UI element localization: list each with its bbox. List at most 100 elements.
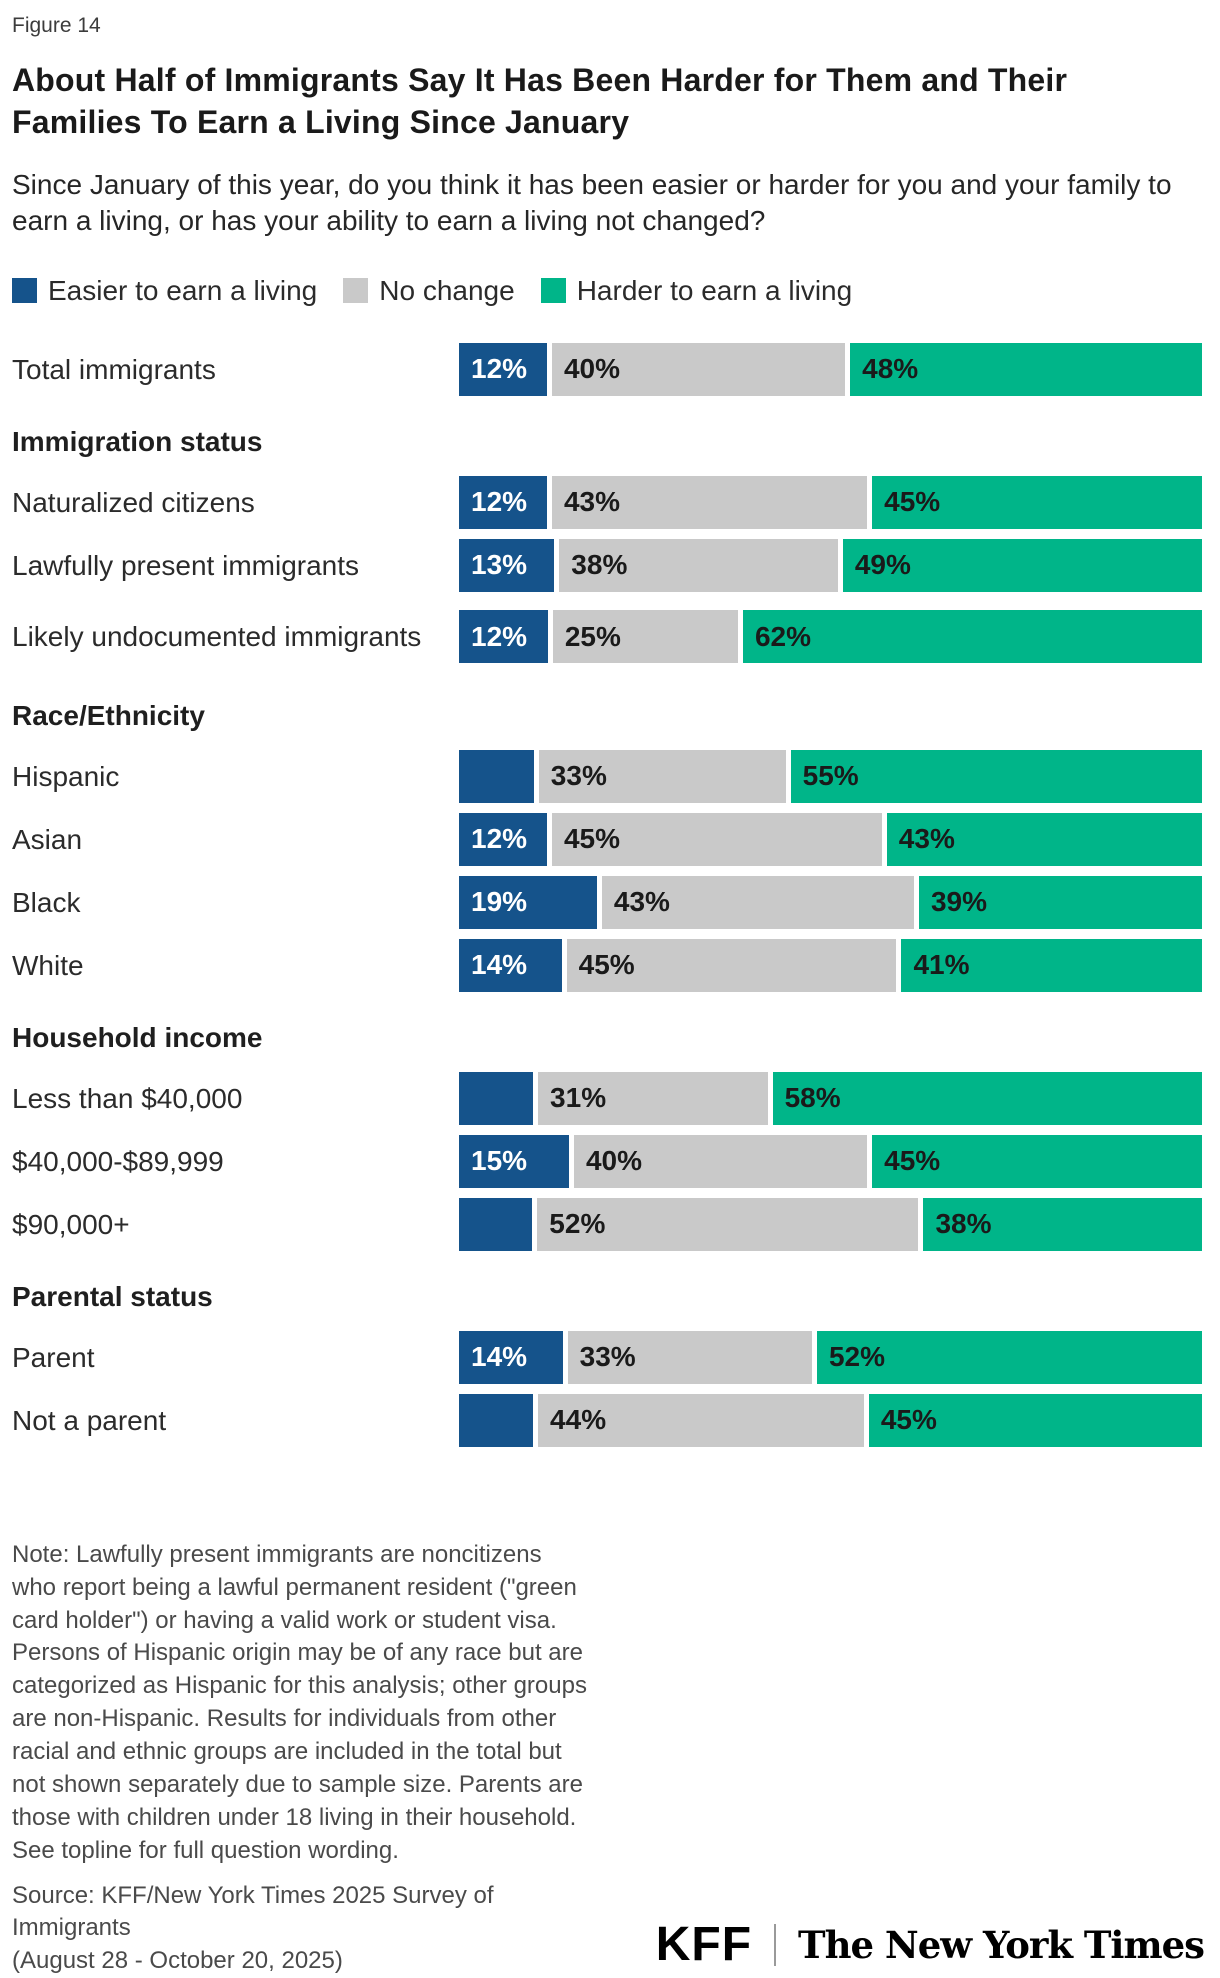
bar-segment-easier: 19% xyxy=(459,875,597,929)
bar-segment-no_change: 40% xyxy=(551,342,846,396)
bar-value-label: 45% xyxy=(880,1404,937,1436)
legend-swatch-harder xyxy=(540,278,566,304)
chart-row: White 14% 45% 41% xyxy=(12,938,1204,992)
row-label: $40,000-$89,999 xyxy=(12,1145,224,1177)
legend-item-harder: Harder to earn a living xyxy=(540,274,853,307)
legend-item-easier: Easier to earn a living xyxy=(12,275,317,307)
section-header: Race/Ethnicity xyxy=(12,699,205,731)
bar-segment-no_change: 38% xyxy=(559,538,838,592)
bar-segment-easier: 13% xyxy=(459,538,555,592)
bar-segment-no_change: 31% xyxy=(538,1071,768,1125)
legend-label: No change xyxy=(379,274,515,306)
chart-subtitle: Since January of this year, do you think… xyxy=(12,169,1172,237)
bar-value-label: 40% xyxy=(585,1145,642,1177)
bar-value-label: 58% xyxy=(784,1082,841,1114)
stacked-bar-chart: Total immigrants 12% 40% 48% Immigration sta… xyxy=(12,342,1204,1447)
bar-value-label: 38% xyxy=(571,549,628,581)
bar-value-label: 38% xyxy=(935,1208,992,1240)
row-label: Asian xyxy=(12,823,83,855)
bar-segment-no_change: 40% xyxy=(573,1134,868,1188)
chart-row: Hispanic 33% 55% xyxy=(12,749,1204,803)
bar-value-label: 49% xyxy=(854,549,911,581)
bar-value-label: 12% xyxy=(471,620,528,652)
bar-segment-no_change: 43% xyxy=(601,875,914,929)
source-line-1: Source: KFF/New York Times 2025 Survey o… xyxy=(12,1881,494,1942)
chart-row: Not a parent 44% 45% xyxy=(12,1393,1204,1447)
row-label: Lawfully present immigrants xyxy=(12,549,360,581)
bar-value-label: 43% xyxy=(898,823,955,855)
bar-value-label: 41% xyxy=(913,949,970,981)
bar-track: 12% 45% 43% xyxy=(459,812,1202,866)
chart-row: Likely undocumented immigrants 12% 25% 62% xyxy=(12,604,1204,670)
chart-row: Black 19% 43% 39% xyxy=(12,875,1204,929)
chart-title: About Half of Immigrants Say It Has Been… xyxy=(12,62,1068,140)
chart-row: Parent 14% 33% 52% xyxy=(12,1330,1204,1384)
bar-segment-harder: 62% xyxy=(742,610,1202,664)
logo-group: KFF The New York Times xyxy=(655,1917,1205,1978)
bar-segment-harder: 49% xyxy=(842,538,1203,592)
bar-segment-harder: 39% xyxy=(918,875,1202,929)
bar-track: 14% 45% 41% xyxy=(459,938,1202,992)
chart-row: $90,000+ 52% 38% xyxy=(12,1197,1204,1251)
bar-segment-easier xyxy=(459,1071,534,1125)
row-label: $90,000+ xyxy=(12,1208,130,1240)
bar-value-label: 48% xyxy=(862,353,919,385)
bar-value-label: 43% xyxy=(563,486,620,518)
kff-logo: KFF xyxy=(655,1918,753,1972)
row-label: Total immigrants xyxy=(12,353,216,385)
bar-value-label: 44% xyxy=(550,1404,607,1436)
bar-value-label: 14% xyxy=(471,949,528,981)
bar-value-label: 62% xyxy=(754,620,811,652)
bar-segment-easier: 12% xyxy=(459,812,547,866)
bar-track: 12% 25% 62% xyxy=(459,610,1202,664)
bar-segment-easier: 12% xyxy=(459,610,548,664)
bar-segment-easier xyxy=(459,1393,534,1447)
bar-value-label: 52% xyxy=(828,1341,886,1373)
row-label: Naturalized citizens xyxy=(12,486,255,518)
bar-segment-harder: 45% xyxy=(872,475,1202,529)
bar-track: 33% 55% xyxy=(459,749,1202,803)
legend-swatch-no-change xyxy=(343,278,369,304)
bar-segment-no_change: 33% xyxy=(538,749,786,803)
chart-row: Lawfully present immigrants 13% 38% 49% xyxy=(12,538,1204,592)
legend-label: Harder to earn a living xyxy=(576,274,853,306)
bar-segment-easier: 12% xyxy=(459,342,547,396)
legend-label: Easier to earn a living xyxy=(48,274,318,306)
row-label: Parent xyxy=(12,1341,95,1373)
section-header: Household income xyxy=(12,1021,263,1053)
bar-track: 12% 40% 48% xyxy=(459,342,1202,396)
bar-value-label: 31% xyxy=(550,1082,607,1114)
row-label: Black xyxy=(12,886,81,918)
bar-track: 14% 33% 52% xyxy=(459,1330,1202,1384)
bar-value-label: 39% xyxy=(930,886,987,918)
bar-value-label: 43% xyxy=(613,886,670,918)
bar-value-label: 12% xyxy=(471,486,528,518)
bar-value-label: 15% xyxy=(471,1145,528,1177)
legend: Easier to earn a living No change Harder… xyxy=(12,275,1206,307)
bar-track: 52% 38% xyxy=(459,1197,1202,1251)
bar-value-label: 40% xyxy=(563,353,620,385)
logo-divider xyxy=(774,1923,777,1966)
bar-track: 13% 38% 49% xyxy=(459,538,1203,592)
row-label: Hispanic xyxy=(12,760,120,792)
bar-track: 44% 45% xyxy=(459,1393,1203,1447)
bar-segment-no_change: 45% xyxy=(566,938,897,992)
chart-row: Less than $40,000 31% 58% xyxy=(12,1071,1204,1125)
bar-segment-harder: 45% xyxy=(868,1393,1203,1447)
bar-segment-easier: 14% xyxy=(459,938,562,992)
bar-segment-harder: 43% xyxy=(886,812,1202,866)
bar-value-label: 55% xyxy=(802,760,859,792)
legend-swatch-easier xyxy=(12,278,37,304)
footer: Source: KFF/New York Times 2025 Survey o… xyxy=(12,1880,1205,1978)
bar-value-label: 45% xyxy=(563,823,620,855)
bar-segment-no_change: 33% xyxy=(567,1330,812,1384)
bar-value-label: 13% xyxy=(471,549,528,581)
nyt-logo: The New York Times xyxy=(798,1922,1205,1967)
row-label: White xyxy=(12,949,84,981)
legend-item-no-change: No change xyxy=(343,274,515,307)
bar-track: 19% 43% 39% xyxy=(459,875,1202,929)
bar-value-label: 14% xyxy=(471,1341,528,1373)
bar-segment-harder: 52% xyxy=(816,1330,1202,1384)
bar-segment-no_change: 52% xyxy=(537,1197,919,1251)
bar-segment-no_change: 45% xyxy=(551,812,882,866)
